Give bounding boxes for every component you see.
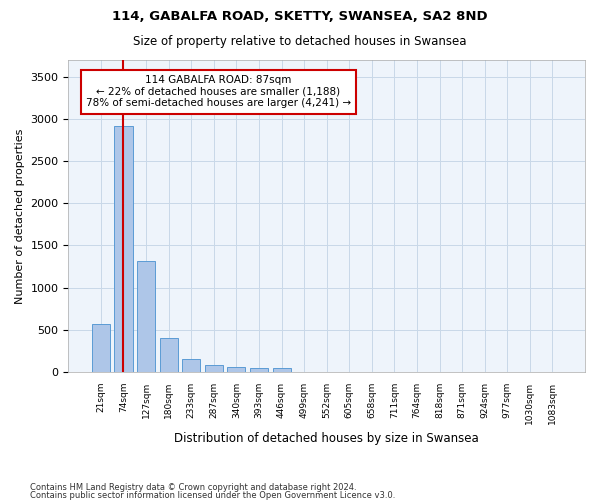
Bar xyxy=(182,359,200,372)
Text: 114, GABALFA ROAD, SKETTY, SWANSEA, SA2 8ND: 114, GABALFA ROAD, SKETTY, SWANSEA, SA2 … xyxy=(112,10,488,23)
Text: Contains HM Land Registry data © Crown copyright and database right 2024.: Contains HM Land Registry data © Crown c… xyxy=(30,484,356,492)
Bar xyxy=(272,368,290,372)
Bar xyxy=(160,338,178,372)
Bar xyxy=(115,126,133,372)
X-axis label: Distribution of detached houses by size in Swansea: Distribution of detached houses by size … xyxy=(175,432,479,445)
Text: 114 GABALFA ROAD: 87sqm
← 22% of detached houses are smaller (1,188)
78% of semi: 114 GABALFA ROAD: 87sqm ← 22% of detache… xyxy=(86,75,351,108)
Y-axis label: Number of detached properties: Number of detached properties xyxy=(15,128,25,304)
Bar xyxy=(205,366,223,372)
Text: Size of property relative to detached houses in Swansea: Size of property relative to detached ho… xyxy=(133,35,467,48)
Bar xyxy=(137,262,155,372)
Text: Contains public sector information licensed under the Open Government Licence v3: Contains public sector information licen… xyxy=(30,490,395,500)
Bar xyxy=(250,368,268,372)
Bar xyxy=(227,367,245,372)
Bar xyxy=(92,324,110,372)
